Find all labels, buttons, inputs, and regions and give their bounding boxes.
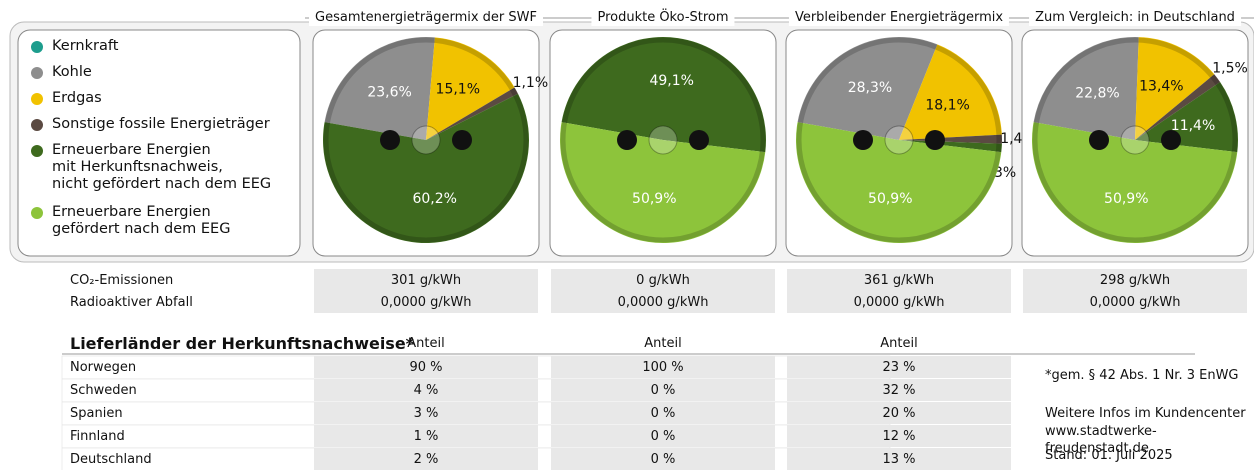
row-label: Schweden bbox=[70, 382, 137, 399]
legend-label: Erdgas bbox=[52, 90, 102, 107]
pie-value-label: 50,9% bbox=[868, 191, 912, 207]
pie-value-label: 49,1% bbox=[649, 73, 693, 89]
table-cell: 0,0000 g/kWh bbox=[854, 294, 945, 311]
footnote: *gem. § 42 Abs. 1 Nr. 3 EnWG bbox=[1045, 367, 1239, 384]
socket-hole bbox=[925, 130, 945, 150]
table-cell: 0 g/kWh bbox=[636, 272, 690, 289]
table-cell: 32 % bbox=[882, 382, 915, 399]
socket-center bbox=[412, 126, 440, 154]
pie-value-label: 22,8% bbox=[1075, 86, 1119, 102]
row-label: CO₂-Emissionen bbox=[70, 272, 173, 289]
footnote: Stand: 01. Juli 2025 bbox=[1045, 447, 1173, 464]
table-cell: 0 % bbox=[651, 451, 676, 468]
table-cell: 20 % bbox=[882, 405, 915, 422]
socket-hole bbox=[689, 130, 709, 150]
row-label: Radioaktiver Abfall bbox=[70, 294, 193, 311]
pie-value-label: 50,9% bbox=[1104, 191, 1148, 207]
legend-swatch bbox=[31, 207, 43, 219]
pie-title: Gesamtenergieträgermix der SWF bbox=[309, 9, 543, 26]
row-label: Deutschland bbox=[70, 451, 152, 468]
pie-value-label: 60,2% bbox=[412, 191, 456, 207]
socket-hole bbox=[617, 130, 637, 150]
pie-value-label: 11,4% bbox=[1171, 118, 1215, 134]
table-cell: 100 % bbox=[642, 359, 683, 376]
socket-hole bbox=[452, 130, 472, 150]
pie-value-label: 50,9% bbox=[632, 191, 676, 207]
column-header: Anteil bbox=[880, 335, 917, 352]
table-cell: 90 % bbox=[409, 359, 442, 376]
legend-label: Erneuerbare Energien gefördert nach dem … bbox=[52, 204, 230, 238]
pie-value-label: 15,1% bbox=[436, 81, 480, 97]
legend-swatch bbox=[31, 93, 43, 105]
table-cell: 0 % bbox=[651, 405, 676, 422]
table-cell: 361 g/kWh bbox=[864, 272, 934, 289]
table-cell: 13 % bbox=[882, 451, 915, 468]
legend-label: Kernkraft bbox=[52, 38, 118, 55]
pie-value-label: 18,1% bbox=[925, 97, 969, 113]
table-cell: 23 % bbox=[882, 359, 915, 376]
pie-title: Verbleibender Energieträgermix bbox=[789, 9, 1009, 26]
socket-hole bbox=[853, 130, 873, 150]
legend-swatch bbox=[31, 119, 43, 131]
socket-hole bbox=[1161, 130, 1181, 150]
table-cell: 0,0000 g/kWh bbox=[618, 294, 709, 311]
table-cell: 301 g/kWh bbox=[391, 272, 461, 289]
pie-value-label: 13,4% bbox=[1139, 78, 1183, 94]
pie-value-label: 1,1% bbox=[513, 75, 549, 91]
table-cell: 3 % bbox=[414, 405, 439, 422]
socket-center bbox=[649, 126, 677, 154]
legend-label: Sonstige fossile Energieträger bbox=[52, 116, 270, 133]
pie-value-label: 1,5% bbox=[1212, 60, 1248, 76]
row-label: Finnland bbox=[70, 428, 125, 445]
pie-value-label: 28,3% bbox=[848, 80, 892, 96]
infographic: 23,6% 15,1% 1,1% 60,2% 49,1% 50,9% 28,3% 18,1% 1… bbox=[0, 0, 1254, 470]
footnote: Weitere Infos im Kundencenter bbox=[1045, 405, 1246, 422]
legend-label: Erneuerbare Energien mit Herkunftsnachwe… bbox=[52, 142, 271, 193]
table-cell: 0 % bbox=[651, 428, 676, 445]
pie-title: Zum Vergleich: in Deutschland bbox=[1029, 9, 1241, 26]
table-cell: 0,0000 g/kWh bbox=[381, 294, 472, 311]
table-cell: 0 % bbox=[651, 382, 676, 399]
legend-swatch bbox=[31, 67, 43, 79]
socket-hole bbox=[1089, 130, 1109, 150]
pie-value-label: 23,6% bbox=[367, 85, 411, 101]
legend-label: Kohle bbox=[52, 64, 92, 81]
table-cell: 1 % bbox=[414, 428, 439, 445]
table-cell: 4 % bbox=[414, 382, 439, 399]
pie-title: Produkte Öko-Strom bbox=[591, 9, 734, 26]
table-cell: 0,0000 g/kWh bbox=[1090, 294, 1181, 311]
table-cell: 298 g/kWh bbox=[1100, 272, 1170, 289]
row-label: Spanien bbox=[70, 405, 123, 422]
table-cell: 2 % bbox=[414, 451, 439, 468]
column-header: Anteil bbox=[644, 335, 681, 352]
row-label: Norwegen bbox=[70, 359, 136, 376]
socket-center bbox=[1121, 126, 1149, 154]
socket-hole bbox=[380, 130, 400, 150]
legend-swatch bbox=[31, 41, 43, 53]
table-cell: 12 % bbox=[882, 428, 915, 445]
column-header: Anteil bbox=[407, 335, 444, 352]
legend-swatch bbox=[31, 145, 43, 157]
supply-title: Lieferländer der Herkunftsnachweise* bbox=[70, 335, 414, 352]
socket-center bbox=[885, 126, 913, 154]
